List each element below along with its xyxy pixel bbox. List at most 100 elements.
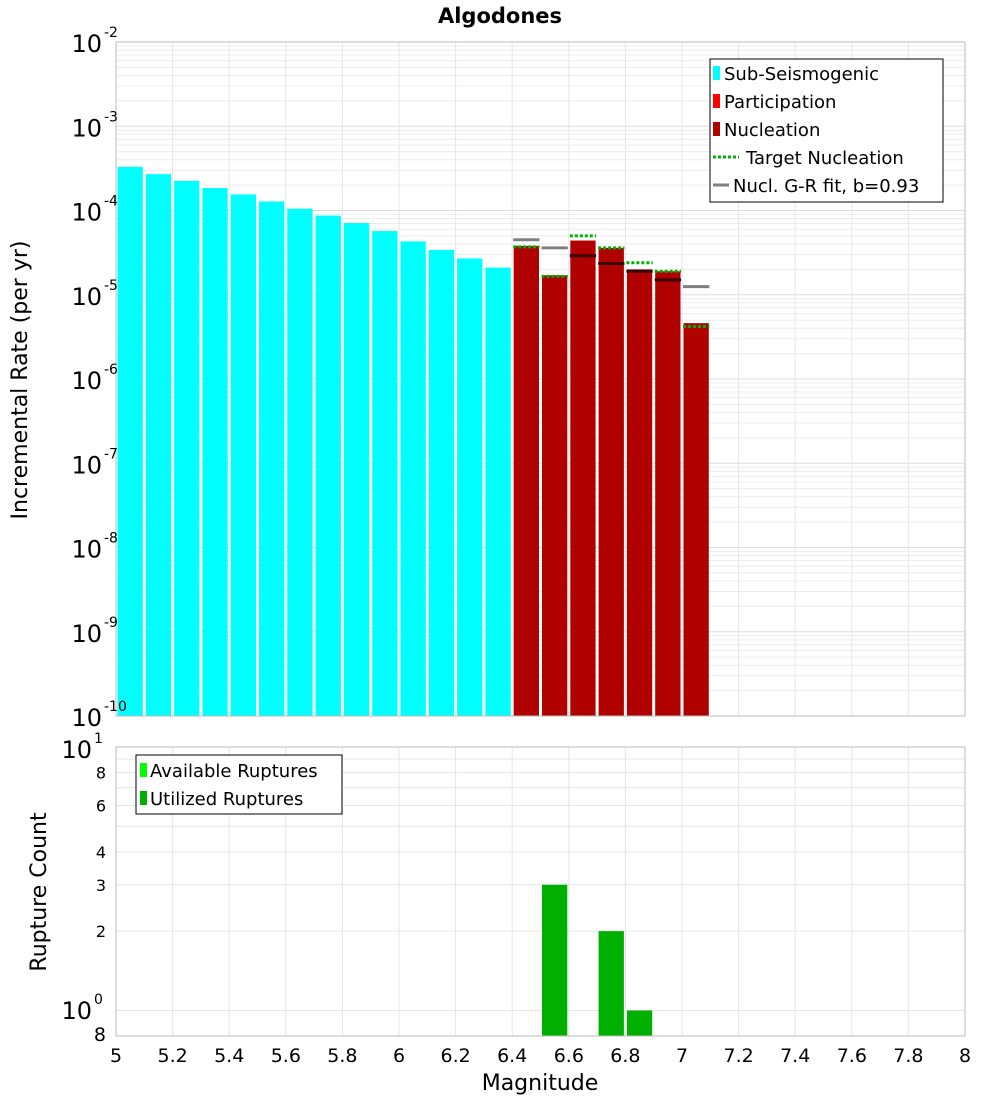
nucleation-bar: [683, 323, 709, 716]
rate-plot-bars: [117, 166, 709, 717]
rate-y-tick-base: 10: [71, 367, 102, 395]
x-axis-ticks: 5 5.2 5.4 5.6 5.8 6 6.2 6.4 6.6 6.8 7 7.2 7.4 7.6 7.8 8: [110, 1045, 971, 1067]
rate-y-tick-exponent: -6: [104, 362, 118, 378]
count-y-tick-label: 8: [96, 764, 106, 783]
sub-seismogenic-bar: [428, 249, 455, 716]
utilized-ruptures-bar: [598, 931, 624, 1036]
x-tick-label: 7: [676, 1045, 688, 1067]
count-y-ticks: 8 6 4 3 2: [96, 764, 106, 942]
x-tick-label: 8: [959, 1045, 971, 1067]
sub-seismogenic-bar: [145, 174, 172, 717]
count-y-tick-bottom-8: 8: [94, 1024, 106, 1046]
sub-seismogenic-bar: [372, 231, 398, 716]
rate-legend-box: [709, 58, 944, 203]
x-tick-label: 5.8: [327, 1045, 357, 1067]
x-tick-label: 6.2: [440, 1045, 470, 1067]
count-y-tick-bottom-exponent: 0: [94, 992, 103, 1008]
rate-y-axis-label: Incremental Rate (per yr): [8, 241, 33, 520]
count-y-tick-top-base: 10: [61, 736, 92, 764]
nucleation-bar: [655, 271, 681, 716]
count-y-tick-top-exponent: 1: [94, 731, 103, 747]
rate-y-tick-exponent: -9: [104, 615, 118, 631]
rate-y-tick-base: 10: [71, 114, 102, 142]
nucleation-bar: [542, 275, 568, 716]
x-axis-label: Magnitude: [482, 1071, 599, 1096]
x-tick-label: 5.2: [157, 1045, 187, 1067]
count-y-tick-bottom-base: 10: [61, 997, 92, 1025]
rate-legend-swatch: [713, 66, 720, 80]
x-tick-label: 7.2: [723, 1045, 753, 1067]
sub-seismogenic-bar: [400, 241, 426, 716]
x-tick-label: 6: [393, 1045, 405, 1067]
x-tick-label: 6.6: [554, 1045, 584, 1067]
sub-seismogenic-bar: [315, 215, 341, 716]
sub-seismogenic-bar: [343, 223, 370, 716]
rate-y-tick-base: 10: [71, 199, 102, 227]
rate-y-tick-base: 10: [71, 536, 102, 564]
rate-y-tick-base: 10: [71, 451, 102, 479]
x-tick-label: 5.4: [214, 1045, 244, 1067]
nucleation-bar: [570, 240, 596, 716]
count-y-tick-top: 10 1: [61, 731, 102, 764]
count-legend-swatch: [140, 763, 147, 777]
rate-legend: Sub-Seismogenic Participation Nucleation Ta…: [709, 58, 944, 203]
count-y-tick-label: 4: [96, 843, 106, 862]
rate-y-tick-exponent: -10: [104, 699, 127, 715]
sub-seismogenic-bar: [485, 267, 511, 716]
rate-y-tick-exponent: -7: [104, 446, 118, 462]
rate-y-tick-exponent: -2: [104, 25, 118, 41]
rate-plot-gridlines: [116, 42, 965, 716]
x-tick-label: 7.8: [893, 1045, 923, 1067]
rate-legend-label: Nucleation: [724, 120, 820, 141]
count-legend-box: [135, 754, 343, 815]
count-y-tick-label: 3: [96, 876, 106, 895]
rate-legend-swatch: [713, 94, 720, 108]
nucleation-bar: [513, 245, 539, 716]
rate-y-tick-base: 10: [71, 704, 102, 732]
x-tick-label: 7.4: [780, 1045, 810, 1067]
rate-legend-label: Target Nucleation: [745, 148, 904, 169]
sub-seismogenic-bar: [287, 208, 313, 717]
count-legend-swatch: [140, 791, 147, 805]
count-plot: 10 1 10 0 8 8 6 4 3 2 5 5.2 5.4 5.6 5.8 6 6.2 6.4 6.…: [27, 731, 971, 1096]
count-legend-label: Utilized Ruptures: [150, 789, 303, 810]
count-legend-label: Available Ruptures: [150, 761, 318, 782]
count-y-tick-bottom: 10 0 8: [61, 992, 106, 1046]
sub-seismogenic-bar: [230, 194, 256, 717]
x-tick-label: 5: [110, 1045, 122, 1067]
rate-plot-lines: [513, 234, 710, 328]
rate-legend-label: Sub-Seismogenic: [724, 64, 879, 85]
utilized-ruptures-bar: [542, 884, 568, 1036]
x-tick-label: 6.4: [497, 1045, 527, 1067]
chart-title: Algodones: [438, 4, 562, 28]
sub-seismogenic-bar: [457, 258, 483, 716]
rate-y-tick-base: 10: [71, 30, 102, 58]
nucleation-bar: [598, 247, 624, 716]
count-y-tick-label: 6: [96, 796, 106, 815]
count-legend: Available Ruptures Utilized Ruptures: [135, 754, 343, 815]
rate-y-tick-exponent: -8: [104, 531, 118, 547]
sub-seismogenic-bar: [202, 187, 228, 716]
rate-y-tick-exponent: -5: [104, 278, 118, 294]
count-plot-border: [115, 746, 966, 1037]
rate-y-tick-base: 10: [71, 283, 102, 311]
count-y-tick-label: 2: [96, 922, 106, 941]
rate-y-tick-exponent: -3: [104, 109, 118, 125]
rate-legend-swatch: [713, 122, 720, 136]
utilized-ruptures-bar: [626, 1010, 653, 1036]
sub-seismogenic-bar: [174, 180, 200, 717]
rate-legend-label: Participation: [724, 92, 836, 113]
count-plot-bars: [542, 884, 653, 1036]
sub-seismogenic-bar: [259, 201, 285, 717]
x-tick-label: 6.8: [610, 1045, 640, 1067]
count-y-axis-label: Rupture Count: [27, 812, 52, 972]
x-tick-label: 7.6: [837, 1045, 867, 1067]
rate-plot-border: [115, 41, 966, 717]
x-tick-label: 5.6: [271, 1045, 301, 1067]
nucleation-bar: [626, 269, 653, 716]
rate-y-tick-exponent: -4: [104, 194, 118, 210]
rate-y-tick-base: 10: [71, 620, 102, 648]
